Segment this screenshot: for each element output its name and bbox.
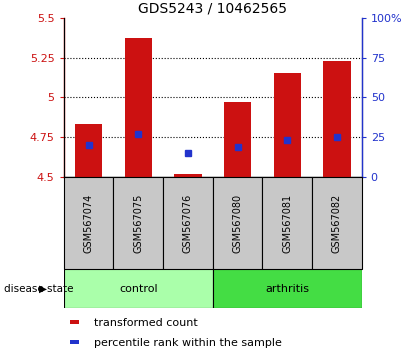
Bar [224,102,251,177]
Bar [125,38,152,177]
Text: control: control [119,284,157,293]
Bar [323,61,351,177]
FancyBboxPatch shape [213,269,362,308]
FancyBboxPatch shape [163,177,213,269]
Text: disease state: disease state [4,284,74,293]
Text: percentile rank within the sample: percentile rank within the sample [94,338,282,348]
FancyBboxPatch shape [262,177,312,269]
FancyBboxPatch shape [213,177,262,269]
FancyBboxPatch shape [113,177,163,269]
Title: GDS5243 / 10462565: GDS5243 / 10462565 [138,1,287,15]
Text: GSM567076: GSM567076 [183,193,193,253]
Text: transformed count: transformed count [94,318,197,328]
FancyBboxPatch shape [64,269,213,308]
Bar [69,340,79,344]
Bar [75,124,102,177]
Text: GSM567081: GSM567081 [282,193,292,253]
FancyBboxPatch shape [312,177,362,269]
Text: GSM567082: GSM567082 [332,193,342,253]
Text: ▶: ▶ [39,284,47,293]
Text: GSM567080: GSM567080 [233,193,242,253]
Text: GSM567074: GSM567074 [83,193,94,253]
Text: GSM567075: GSM567075 [133,193,143,253]
Bar [69,320,79,324]
FancyBboxPatch shape [64,177,113,269]
Bar [274,73,301,177]
Bar [174,174,201,177]
Text: arthritis: arthritis [265,284,309,293]
